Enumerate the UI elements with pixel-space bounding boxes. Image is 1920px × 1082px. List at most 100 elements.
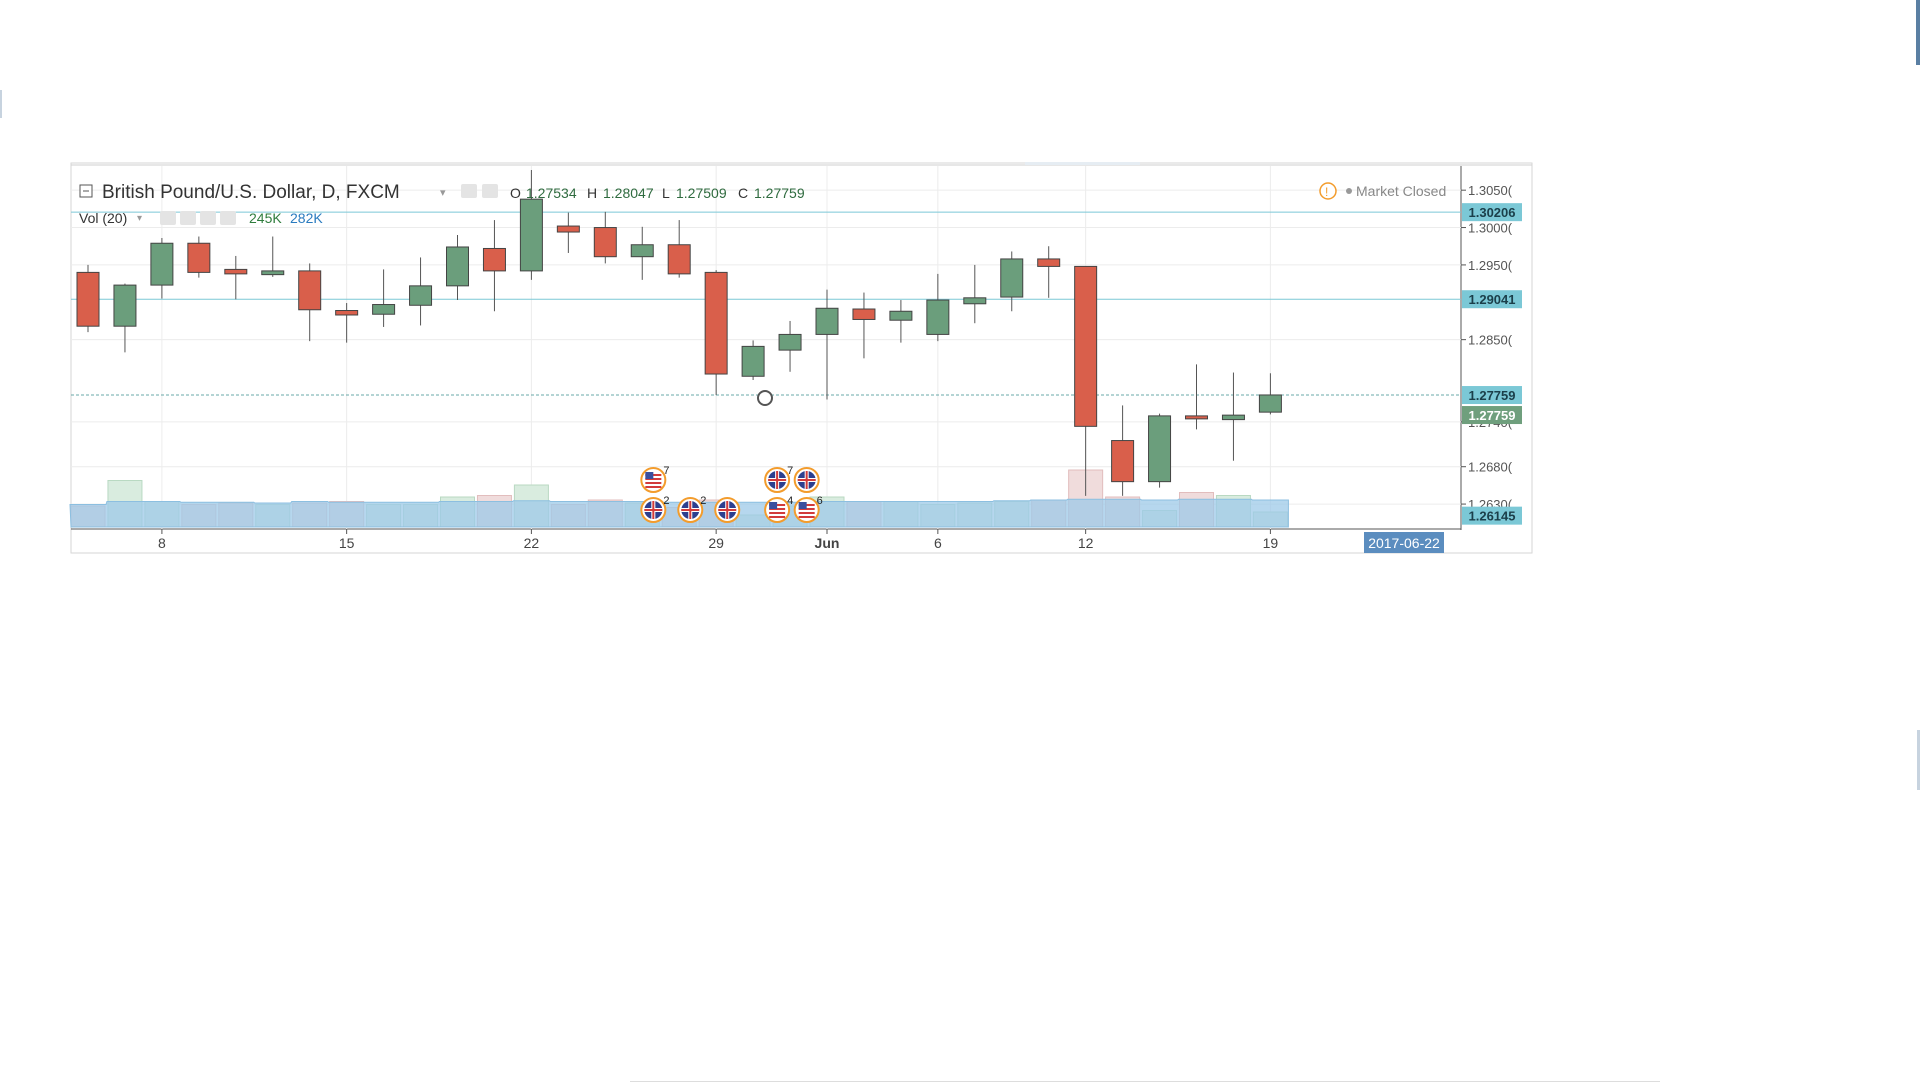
window-edge-right [1916, 0, 1920, 65]
candle-up[interactable] [815, 307, 839, 335]
candle-down[interactable] [556, 225, 580, 233]
chart-grid [71, 166, 1461, 529]
volume-settings-icon[interactable] [180, 211, 196, 225]
cursor-date-label: 2017-06-22 [1368, 535, 1440, 551]
event-count: 6 [817, 495, 823, 507]
price-marker-badge [1462, 386, 1522, 405]
x-tick-label: 6 [934, 535, 942, 551]
candle-up[interactable] [1221, 414, 1245, 421]
x-tick-label: 19 [1263, 535, 1279, 551]
candle-down[interactable] [224, 268, 248, 275]
volume-value: 245K [249, 210, 282, 226]
candle-up[interactable] [889, 310, 913, 321]
volume-add-icon[interactable] [200, 211, 216, 225]
candle-up[interactable] [150, 242, 174, 286]
price-marker-badge [1462, 506, 1522, 525]
candle-down[interactable] [852, 308, 876, 320]
candle-down[interactable] [1037, 258, 1061, 267]
candles[interactable] [76, 170, 1282, 496]
candle-up[interactable] [113, 284, 137, 327]
time-axis[interactable]: 8 15 22 29 Jun 6 12 19 [158, 529, 1278, 551]
ohlc-close-label: C [738, 185, 748, 201]
candle-up[interactable] [261, 270, 285, 276]
ohlc-open-value: 1.27534 [526, 185, 577, 201]
eye-icon[interactable] [461, 184, 477, 198]
us-flag-canton [798, 502, 807, 509]
event-count: 4 [787, 495, 793, 507]
x-tick-label: 22 [524, 535, 540, 551]
candle-up[interactable] [519, 198, 543, 272]
price-marker-badge [1462, 406, 1522, 425]
event-count: 7 [663, 465, 669, 477]
price-marker-badge [1462, 203, 1522, 222]
ohlc-high-value: 1.28047 [603, 185, 654, 201]
uk-flag-icon[interactable]: 7 [764, 465, 793, 493]
ohlc-close-value: 1.27759 [754, 185, 805, 201]
cursor-date-badge [1364, 532, 1444, 553]
uk-flag-icon[interactable]: 2 [677, 495, 706, 523]
price-marker-label: 1.26145 [1469, 509, 1516, 524]
candle-up[interactable] [1258, 394, 1282, 413]
status-dot-icon [1346, 188, 1352, 194]
y-tick-label: 1.2850( [1468, 333, 1513, 348]
candle-up[interactable] [446, 246, 469, 287]
volume-remove-icon[interactable] [220, 211, 236, 225]
candle-down[interactable] [482, 247, 506, 272]
us-flag-icon[interactable]: 7 [640, 465, 669, 493]
uk-flag-icon[interactable] [793, 467, 820, 493]
y-tick-label: 1.3000( [1468, 221, 1513, 236]
uk-flag-icon[interactable] [714, 497, 741, 523]
x-tick-label: 29 [708, 535, 724, 551]
economic-events[interactable]: 7 2 2 7 4 6 [640, 465, 823, 523]
price-marker-label: 1.30206 [1469, 205, 1516, 220]
candle-up[interactable] [409, 285, 433, 306]
us-flag-stripe [645, 486, 662, 488]
x-tick-label: 12 [1078, 535, 1094, 551]
candle-down[interactable] [1074, 265, 1098, 427]
candle-up[interactable] [1000, 258, 1024, 298]
candle-up[interactable] [778, 333, 802, 351]
candle-down[interactable] [76, 271, 100, 327]
candle-up[interactable] [1148, 415, 1172, 483]
candle-down[interactable] [1111, 440, 1135, 483]
candle-down[interactable] [1185, 415, 1208, 420]
candle-down[interactable] [335, 310, 359, 316]
price-marker-label: 1.29041 [1469, 292, 1516, 307]
warning-icon[interactable] [1319, 182, 1337, 200]
candle-down[interactable] [704, 271, 728, 375]
candle-up[interactable] [372, 304, 396, 315]
candle-down[interactable] [593, 227, 617, 258]
us-flag-stripe [798, 512, 815, 514]
volume-dropdown-icon[interactable]: ▾ [137, 213, 142, 224]
us-flag-icon[interactable]: 6 [793, 495, 823, 523]
candle-down[interactable] [187, 242, 211, 273]
candle-up[interactable] [741, 345, 765, 377]
symbol-dropdown-icon[interactable]: ▾ [440, 187, 446, 199]
price-axis[interactable]: 1.3050(1.3000(1.2950(1.2850(1.2740(1.268… [1461, 183, 1513, 512]
window-edge-left [0, 90, 2, 118]
event-count: 2 [663, 495, 669, 507]
candle-down[interactable] [667, 244, 691, 275]
volume-ma-value: 282K [290, 210, 323, 226]
x-tick-label: 15 [339, 535, 355, 551]
candle-down[interactable] [298, 270, 322, 311]
window-edge-right-lower [1917, 730, 1920, 790]
volume-eye-icon[interactable] [160, 211, 176, 225]
y-tick-label: 1.2680( [1468, 460, 1513, 475]
price-marker-label: 1.27759 [1469, 408, 1516, 423]
settings-icon[interactable] [482, 184, 498, 198]
candle-up[interactable] [963, 297, 987, 305]
volume-indicator-title[interactable]: Vol (20) [79, 210, 127, 226]
us-flag-stripe [798, 516, 815, 518]
us-flag-stripe [645, 482, 662, 484]
x-tick-label: Jun [815, 535, 840, 551]
ohlc-high-label: H [587, 185, 597, 201]
price-marker-badge [1462, 290, 1522, 309]
symbol-title[interactable]: British Pound/U.S. Dollar, D, FXCM [102, 182, 400, 203]
pane-top-shadow [1025, 162, 1140, 165]
us-flag-icon[interactable]: 4 [764, 495, 793, 523]
uk-flag-icon[interactable]: 2 [640, 495, 669, 523]
candle-up[interactable] [630, 244, 654, 258]
candle-up[interactable] [926, 299, 950, 335]
